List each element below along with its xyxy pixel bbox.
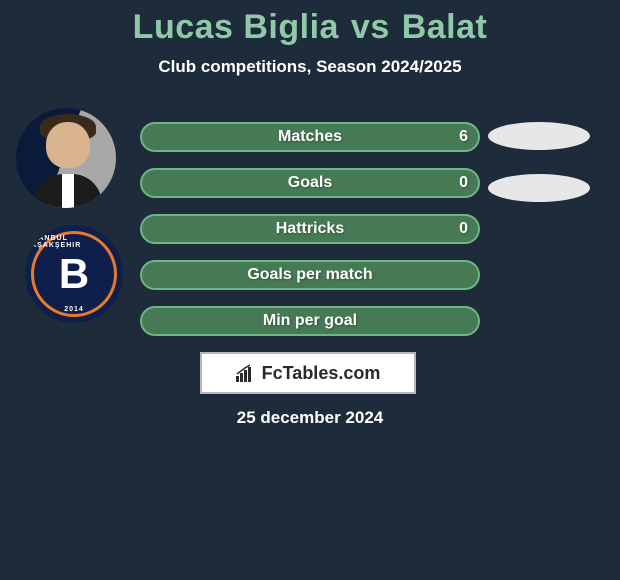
badge-year: 2014	[64, 306, 84, 313]
stat-bar-min-per-goal: Min per goal	[140, 306, 480, 336]
stat-label: Min per goal	[142, 312, 478, 330]
stat-label: Goals per match	[142, 266, 478, 284]
stat-bar-hattricks: Hattricks 0	[140, 214, 480, 244]
right-indicator-column	[488, 122, 608, 226]
player2-name: Balat	[402, 8, 488, 46]
logo-text: FcTables.com	[262, 363, 381, 384]
indicator-ellipse	[488, 174, 590, 202]
fctables-logo-box: FcTables.com	[200, 352, 416, 394]
indicator-ellipse	[488, 122, 590, 150]
badge-top-text: ISTANBUL BAŞAKŞEHIR	[25, 235, 123, 249]
stat-value: 0	[459, 174, 468, 192]
stat-label: Matches	[142, 128, 478, 146]
stat-bar-goals-per-match: Goals per match	[140, 260, 480, 290]
comparison-infographic: Lucas Biglia vs Balat Club competitions,…	[0, 0, 620, 580]
player1-name: Lucas Biglia	[133, 8, 339, 46]
stat-label: Hattricks	[142, 220, 478, 238]
player1-avatar	[16, 108, 116, 208]
page-title: Lucas Biglia vs Balat	[0, 0, 620, 47]
vs-label: vs	[351, 8, 390, 46]
stat-bars: Matches 6 Goals 0 Hattricks 0 Goals per …	[140, 122, 480, 352]
bar-chart-icon	[236, 364, 256, 382]
badge-letter: B	[59, 250, 89, 298]
stat-label: Goals	[142, 174, 478, 192]
player2-club-badge: ISTANBUL BAŞAKŞEHIR B 2014	[20, 220, 128, 328]
stat-bar-matches: Matches 6	[140, 122, 480, 152]
stat-value: 6	[459, 128, 468, 146]
date-label: 25 december 2024	[0, 408, 620, 428]
avatar-stack: ISTANBUL BAŞAKŞEHIR B 2014	[8, 108, 128, 338]
stat-bar-goals: Goals 0	[140, 168, 480, 198]
stat-value: 0	[459, 220, 468, 238]
subtitle: Club competitions, Season 2024/2025	[0, 57, 620, 77]
